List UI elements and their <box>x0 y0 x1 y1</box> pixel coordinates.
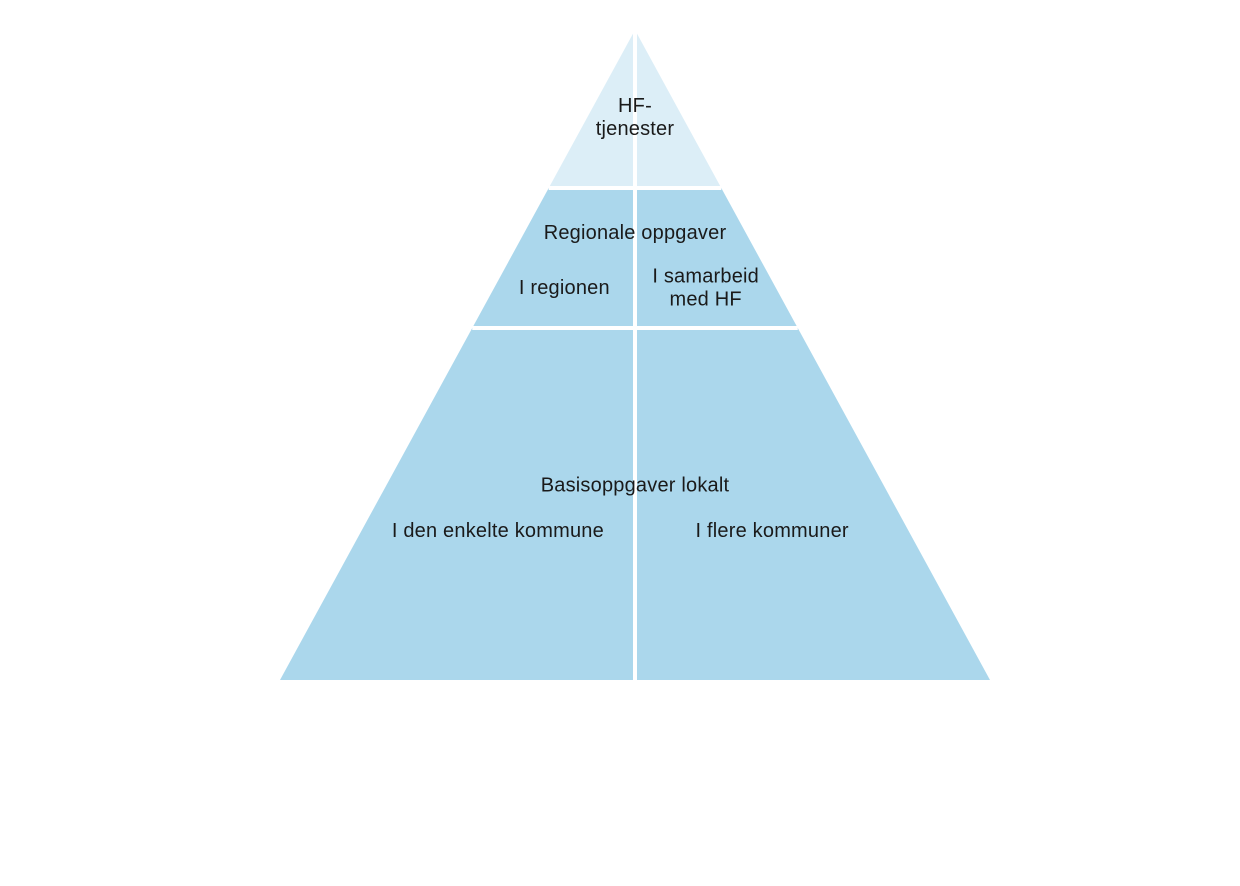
tier-middle-left-label: I regionen <box>519 277 610 299</box>
tier-bottom-left-label: I den enkelte kommune <box>392 520 604 542</box>
pyramid-diagram: HF-tjenesterRegionale oppgaverI regionen… <box>0 0 1240 886</box>
tier-bottom-title: Basisoppgaver lokalt <box>541 475 730 497</box>
tier-bottom-right-label: I flere kommuner <box>696 520 849 542</box>
tier-middle-title: Regionale oppgaver <box>544 222 727 244</box>
